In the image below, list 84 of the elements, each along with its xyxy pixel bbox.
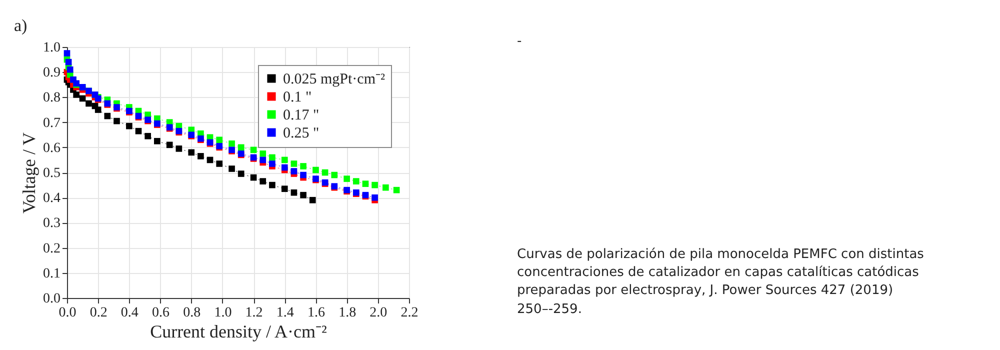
legend-label: 0.025 mgPt·cm⁻² — [283, 72, 386, 88]
text: Curvas de polarización de pila monocelda PEMFC con distintas concentraciones de catalizador en capas catalíticas catódicas preparadas por electrospray, J. Power Sources 427 (2019) 250–-259. — [517, 246, 925, 319]
x-tick-label: 1.6 — [307, 306, 325, 320]
x-tick-label: 1.8 — [338, 306, 356, 320]
x-tick-label: 1.4 — [276, 306, 294, 320]
y-tick-label: 0.7 — [43, 116, 60, 131]
point — [290, 189, 298, 196]
point — [281, 186, 288, 192]
point — [281, 156, 288, 164]
point — [216, 136, 223, 144]
point — [238, 144, 244, 151]
point — [66, 66, 74, 73]
point — [114, 118, 120, 124]
point — [238, 170, 244, 177]
point — [104, 112, 111, 120]
point — [228, 166, 235, 172]
y-axis-title: Voltage / V — [19, 132, 39, 214]
point — [281, 164, 288, 171]
point — [188, 149, 195, 156]
point — [166, 142, 173, 148]
x-tick-label: 1.0 — [214, 306, 232, 320]
point — [135, 128, 142, 134]
y-tick-label: 0.2 — [43, 241, 60, 256]
y-tick-label: 1.0 — [43, 40, 60, 56]
point — [344, 176, 350, 182]
point — [206, 156, 214, 164]
point — [79, 95, 86, 102]
x-tick-label: 2.2 — [400, 306, 418, 320]
point — [331, 172, 338, 178]
y-tick-label: 0.8 — [43, 90, 60, 106]
point — [312, 166, 319, 174]
point — [352, 178, 360, 184]
y-tick-label: 0.5 — [43, 166, 60, 181]
point — [250, 174, 257, 181]
legend-label: 0.17 " — [283, 108, 320, 124]
point — [64, 50, 70, 56]
point — [198, 153, 204, 160]
point — [260, 156, 266, 164]
point — [309, 196, 316, 204]
y-tick-label: 0.3 — [43, 216, 60, 232]
x-tick-label: 0.2 — [90, 306, 108, 320]
point — [260, 150, 266, 157]
point — [126, 122, 132, 130]
point — [228, 140, 235, 147]
point — [290, 160, 298, 167]
point — [269, 154, 276, 161]
point — [300, 172, 306, 178]
point — [393, 186, 400, 194]
point — [300, 192, 306, 198]
y-tick-label: 0.0 — [43, 292, 60, 306]
legend-label: 0.1 " — [283, 90, 312, 106]
x-tick-label: 1.2 — [245, 306, 263, 320]
text: - — [517, 33, 522, 51]
y-tick-label: 0.4 — [43, 191, 60, 206]
y-tick-label: 0.6 — [43, 140, 60, 156]
point — [144, 132, 151, 140]
point — [176, 145, 182, 152]
x-tick-label: 2.0 — [370, 306, 388, 320]
point — [250, 146, 257, 154]
point — [362, 180, 369, 187]
point — [216, 160, 223, 167]
x-tick-label: 0.6 — [152, 306, 170, 320]
text: a) — [14, 15, 28, 37]
legend-label: 0.25 " — [283, 126, 320, 142]
point — [73, 92, 80, 98]
point — [290, 168, 298, 174]
point — [65, 58, 72, 66]
x-axis-title: Current density / A·cm⁻² — [150, 322, 327, 342]
x-tick-label: 0.8 — [183, 306, 201, 320]
point — [94, 106, 102, 113]
y-tick-label: 0.1 — [43, 266, 60, 282]
point — [372, 182, 378, 188]
point — [382, 184, 389, 191]
point — [322, 169, 328, 176]
point — [260, 178, 266, 184]
point — [154, 138, 160, 144]
point — [269, 160, 276, 167]
point — [269, 182, 276, 188]
point — [86, 100, 92, 107]
x-tick-label: 0.4 — [120, 306, 138, 320]
point — [300, 163, 306, 170]
x-tick-label: 0.0 — [58, 306, 76, 320]
y-tick-label: 0.9 — [43, 66, 60, 81]
point — [372, 194, 378, 201]
